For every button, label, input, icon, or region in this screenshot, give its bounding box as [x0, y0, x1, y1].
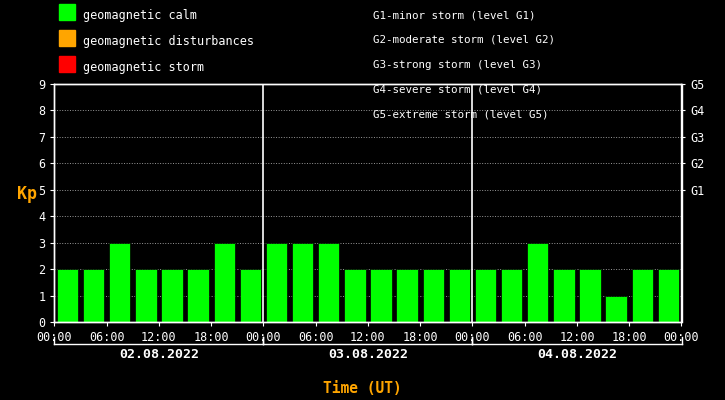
Bar — [83, 269, 104, 322]
Bar — [501, 269, 523, 322]
Text: geomagnetic storm: geomagnetic storm — [83, 61, 204, 74]
Text: geomagnetic calm: geomagnetic calm — [83, 9, 197, 22]
Bar — [449, 269, 470, 322]
Text: G3-strong storm (level G3): G3-strong storm (level G3) — [373, 60, 542, 70]
Bar — [475, 269, 496, 322]
Bar — [344, 269, 365, 322]
Text: G1-minor storm (level G1): G1-minor storm (level G1) — [373, 10, 536, 20]
Text: geomagnetic disturbances: geomagnetic disturbances — [83, 35, 254, 48]
Text: 02.08.2022: 02.08.2022 — [119, 348, 199, 361]
Bar — [631, 269, 653, 322]
Bar — [605, 296, 627, 322]
Bar — [187, 269, 209, 322]
Bar — [397, 269, 418, 322]
Bar — [213, 243, 235, 322]
Bar — [292, 243, 313, 322]
Bar — [553, 269, 575, 322]
Y-axis label: Kp: Kp — [17, 185, 37, 203]
Bar — [240, 269, 261, 322]
Text: 03.08.2022: 03.08.2022 — [328, 348, 408, 361]
Text: G4-severe storm (level G4): G4-severe storm (level G4) — [373, 84, 542, 94]
Bar — [579, 269, 601, 322]
Text: 04.08.2022: 04.08.2022 — [537, 348, 617, 361]
Bar — [658, 269, 679, 322]
Bar — [318, 243, 339, 322]
Bar — [161, 269, 183, 322]
Bar — [135, 269, 157, 322]
Bar — [370, 269, 392, 322]
Bar — [57, 269, 78, 322]
Text: G2-moderate storm (level G2): G2-moderate storm (level G2) — [373, 35, 555, 45]
Bar — [266, 243, 287, 322]
Bar — [527, 243, 549, 322]
Bar — [423, 269, 444, 322]
Bar — [109, 243, 130, 322]
Text: G5-extreme storm (level G5): G5-extreme storm (level G5) — [373, 109, 549, 119]
Text: Time (UT): Time (UT) — [323, 381, 402, 396]
